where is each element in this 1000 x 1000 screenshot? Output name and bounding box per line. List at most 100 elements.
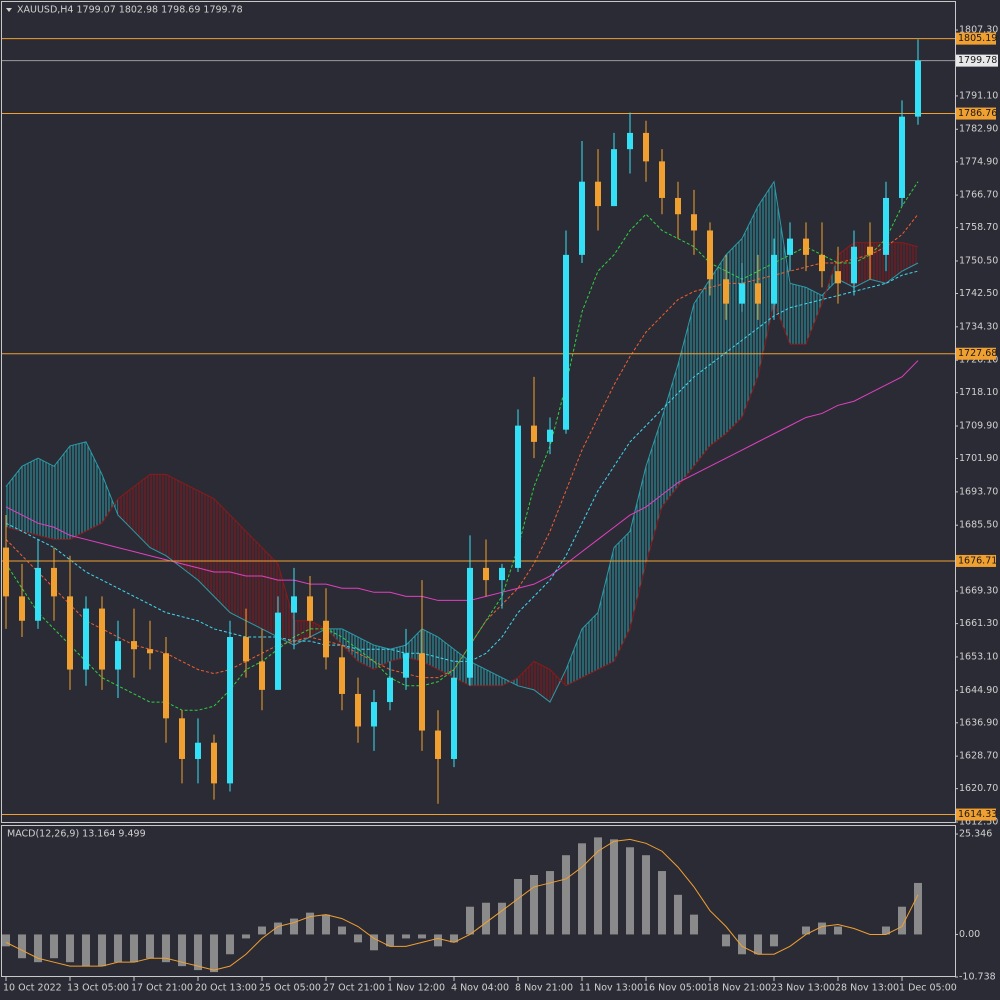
candle-body: [131, 641, 137, 650]
macd-bar: [130, 934, 138, 963]
y-tick-label: -10.738: [959, 971, 996, 982]
candle-body: [707, 230, 713, 280]
macd-bar: [370, 934, 378, 951]
signal-line: [5, 838, 919, 971]
candle-body: [19, 596, 25, 621]
x-tick-label: 4 Nov 04:00: [451, 983, 509, 994]
candle-body: [99, 608, 105, 670]
y-tick-label: 1791.10: [959, 90, 998, 101]
macd-bar: [546, 871, 554, 935]
x-tick-label: 20 Oct 13:00: [195, 983, 257, 994]
candle-body: [771, 254, 777, 304]
macd-bar: [418, 934, 426, 939]
macd-bar: [18, 934, 26, 959]
cloud-segment: [790, 283, 806, 345]
macd-bar: [738, 934, 746, 955]
macd-bar: [98, 934, 106, 967]
cloud-segment: [854, 242, 870, 288]
cloud-segment: [902, 242, 918, 272]
current-price-label: 1799.78: [958, 55, 997, 66]
candle-body: [227, 637, 233, 784]
cloud-segment: [646, 417, 662, 564]
macd-bar: [482, 902, 490, 935]
macd-bar: [610, 839, 618, 935]
candle-body: [691, 214, 697, 231]
candle-body: [611, 149, 617, 207]
macd-bar: [194, 934, 202, 971]
cloud-segment: [838, 242, 854, 288]
candle-body: [627, 132, 633, 150]
cloud-segment: [342, 628, 358, 662]
cloud-segment: [134, 474, 150, 548]
macd-bar: [114, 934, 122, 963]
y-tick-label: 1718.10: [959, 387, 998, 398]
x-tick-label: 17 Oct 21:00: [131, 983, 193, 994]
candle-body: [643, 132, 649, 162]
cloud-segment: [614, 531, 630, 662]
candle-body: [483, 567, 489, 581]
cloud-segment: [6, 466, 22, 532]
candle-body: [243, 637, 249, 662]
level-label: 1805.19: [958, 33, 997, 44]
candle-body: [259, 661, 265, 690]
cloud-segment: [886, 242, 902, 284]
main-title: XAUUSD,H4 1799.07 1802.98 1798.69 1799.7…: [17, 5, 243, 16]
cloud-segment: [662, 364, 678, 507]
macd-bar: [274, 922, 282, 935]
macd-bar: [226, 934, 234, 955]
cloud-segment: [582, 612, 598, 678]
candle-body: [435, 730, 441, 759]
cloud-segment: [22, 458, 38, 536]
moving-average: [5, 360, 919, 601]
macd-bar: [674, 894, 682, 935]
macd-bar: [82, 934, 90, 967]
y-tick-label: 1612.50: [959, 817, 998, 828]
y-tick-label: 1620.70: [959, 783, 998, 794]
candle-body: [499, 567, 505, 581]
macd-bar: [210, 934, 218, 973]
candle-body: [403, 653, 409, 678]
level-label: 1727.68: [958, 348, 997, 359]
candle-body: [515, 425, 521, 568]
cloud-segment: [774, 181, 790, 345]
cloud-segment: [278, 563, 294, 646]
cloud-span-a: [5, 180, 919, 703]
candle-body: [595, 181, 601, 207]
y-tick-label: 25.346: [959, 829, 992, 840]
macd-bar: [802, 926, 810, 935]
macd-bar: [914, 882, 922, 935]
macd-bar: [722, 934, 730, 947]
candle-body: [659, 161, 665, 198]
candle-body: [803, 238, 809, 255]
macd-bar: [50, 934, 58, 959]
macd-bar: [66, 934, 74, 963]
macd-bar: [402, 934, 410, 939]
x-tick-label: 16 Nov 05:00: [643, 983, 707, 994]
y-tick-label: 1644.90: [959, 685, 998, 696]
candle-body: [531, 425, 537, 442]
x-tick-label: 13 Oct 05:00: [67, 983, 129, 994]
candle-body: [739, 283, 745, 304]
cloud-segment: [806, 287, 822, 345]
candle-body: [211, 742, 217, 784]
level-label: 1614.33: [958, 809, 997, 820]
macd-bar: [770, 934, 778, 947]
candle-body: [563, 254, 569, 430]
candle-body: [755, 283, 761, 304]
candle-body: [35, 567, 41, 621]
cloud-segment: [438, 637, 454, 678]
candle-body: [307, 596, 313, 621]
macd-bar: [754, 934, 762, 955]
x-tick-label: 28 Nov 13:00: [835, 983, 899, 994]
cloud-segment: [566, 628, 582, 686]
candle-body: [67, 596, 73, 670]
candle-body: [163, 653, 169, 719]
x-tick-label: 1 Dec 05:00: [899, 983, 957, 994]
menu-arrow[interactable]: [6, 8, 12, 12]
cloud-segment: [678, 303, 694, 487]
macd-bar: [834, 926, 842, 935]
y-tick-label: 1758.70: [959, 222, 998, 233]
cloud-segment: [726, 238, 742, 434]
y-tick-label: 1669.30: [959, 586, 998, 597]
